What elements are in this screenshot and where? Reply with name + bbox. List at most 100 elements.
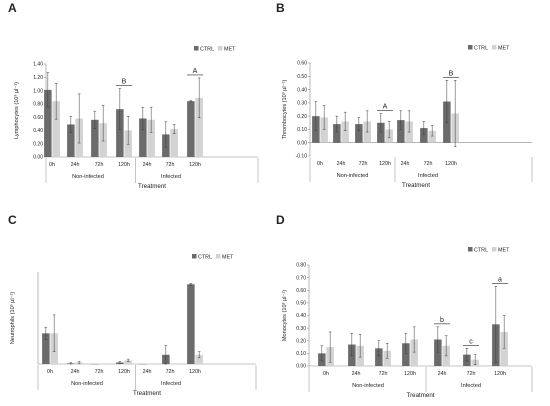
- x-tick-label: 72h: [379, 371, 388, 377]
- x-tick-label: 0h: [317, 161, 323, 167]
- legend-label-ctrl: CTRL: [198, 255, 212, 261]
- significance-letter: B: [122, 79, 127, 86]
- y-axis-label: Monocytes (10³ µl⁻¹): [282, 290, 288, 341]
- x-tick-label: 72h: [359, 161, 368, 167]
- x-tick-label: 72h: [95, 369, 104, 375]
- bar-ctrl: [375, 348, 383, 366]
- legend-swatch-met: [218, 46, 223, 51]
- bar-met: [428, 130, 436, 143]
- panel-label: A: [8, 1, 17, 15]
- bar-met: [170, 129, 178, 157]
- x-tick-label: 24h: [438, 371, 447, 377]
- x-tick-label: 24h: [352, 371, 361, 377]
- bar-ctrl: [402, 343, 410, 366]
- x-tick-label: 120h: [118, 162, 130, 168]
- y-tick-label: 0.50: [296, 301, 306, 307]
- bar-ctrl: [139, 118, 147, 157]
- x-tick-label: 0h: [323, 371, 329, 377]
- y-tick-label: 0.20: [296, 338, 306, 344]
- x-tick-label: 120h: [189, 369, 201, 375]
- y-tick-label: 0.50: [297, 74, 307, 80]
- y-tick-label: 1.40: [33, 62, 43, 68]
- bar-ctrl: [377, 122, 385, 143]
- y-tick-label: 0.80: [33, 102, 43, 108]
- y-tick-label: 0.80: [296, 263, 306, 269]
- legend-swatch-ctrl: [468, 247, 473, 252]
- group-label: Infected: [418, 173, 438, 179]
- x-tick-label: 72h: [166, 162, 175, 168]
- group-label: Non-infected: [337, 173, 369, 179]
- x-tick-label: 120h: [494, 371, 506, 377]
- y-tick-label: 0.40: [297, 87, 307, 93]
- x-tick-label: 120h: [379, 161, 391, 167]
- x-tick-label: 24h: [71, 369, 80, 375]
- y-tick-label: 0.40: [296, 313, 306, 319]
- bar-ctrl: [42, 333, 50, 364]
- legend-swatch-ctrl: [192, 254, 197, 259]
- x-tick-label: 120h: [118, 369, 130, 375]
- y-tick-label: 0.20: [297, 114, 307, 120]
- panel-label: B: [276, 1, 285, 15]
- legend-swatch-met: [492, 247, 497, 252]
- legend-label-ctrl: CTRL: [474, 248, 488, 254]
- bar-ctrl: [44, 89, 52, 157]
- y-tick-label: 0.60: [296, 288, 306, 294]
- bar-met: [195, 354, 203, 364]
- bar-ctrl: [333, 124, 341, 143]
- y-tick-label: 0.00: [33, 155, 43, 161]
- y-axis-label: Neutrophils (10³ µl⁻¹): [10, 292, 16, 345]
- group-label: Infected: [161, 174, 181, 180]
- x-tick-label: 24h: [143, 162, 152, 168]
- legend-label-ctrl: CTRL: [474, 46, 488, 52]
- x-axis-title: Treatment: [402, 182, 430, 189]
- group-label: Infected: [161, 381, 181, 387]
- legend-swatch-met: [492, 45, 497, 50]
- significance-letter: A: [383, 103, 388, 110]
- bar-ctrl: [397, 120, 405, 143]
- y-tick-label: 0.40: [33, 128, 43, 134]
- y-tick-label: 0.10: [296, 351, 306, 357]
- y-tick-label: 0.60: [33, 115, 43, 121]
- y-tick-label: 1.00: [33, 88, 43, 94]
- bar-met: [147, 119, 155, 157]
- x-tick-label: 72h: [467, 371, 476, 377]
- bar-met: [341, 121, 349, 143]
- x-tick-label: 120h: [445, 161, 457, 167]
- bar-ctrl: [434, 339, 442, 366]
- y-tick-label: 0.20: [33, 141, 43, 147]
- y-tick-label: 0.00: [296, 364, 306, 370]
- bar-met: [410, 339, 418, 366]
- legend-swatch-ctrl: [194, 46, 199, 51]
- legend-label-ctrl: CTRL: [200, 47, 214, 53]
- x-axis-title: Treatment: [407, 392, 435, 399]
- y-tick-label: -0.10: [296, 154, 308, 160]
- x-tick-label: 24h: [71, 162, 80, 168]
- significance-letter: A: [193, 68, 198, 75]
- y-axis-label: Lymphocytes (10³ µl⁻¹): [14, 82, 20, 139]
- y-axis-label: Thrombocytes (10³ µl⁻¹): [282, 80, 288, 140]
- legend-label-met: MET: [498, 46, 510, 52]
- x-tick-label: 120h: [404, 371, 416, 377]
- significance-letter: B: [449, 70, 454, 77]
- y-tick-label: 0.30: [296, 326, 306, 332]
- legend-label-met: MET: [222, 255, 234, 261]
- legend-label-met: MET: [224, 47, 236, 53]
- group-label: Infected: [461, 383, 481, 389]
- bar-ctrl: [187, 284, 195, 364]
- x-tick-label: 72h: [166, 369, 175, 375]
- significance-letter: a: [498, 276, 502, 283]
- group-label: Non-infected: [71, 381, 103, 387]
- bar-met: [52, 101, 60, 157]
- y-tick-label: 0.60: [297, 61, 307, 67]
- y-tick-label: 0.70: [296, 275, 306, 281]
- y-tick-label: 1.20: [33, 75, 43, 81]
- bar-ctrl: [420, 128, 428, 143]
- legend-label-met: MET: [498, 248, 510, 254]
- legend-swatch-met: [216, 254, 221, 259]
- group-label: Non-infected: [352, 383, 384, 389]
- bar-ctrl: [91, 119, 99, 157]
- y-tick-label: 0.10: [297, 127, 307, 133]
- x-tick-label: 120h: [189, 162, 201, 168]
- bar-met: [320, 117, 328, 143]
